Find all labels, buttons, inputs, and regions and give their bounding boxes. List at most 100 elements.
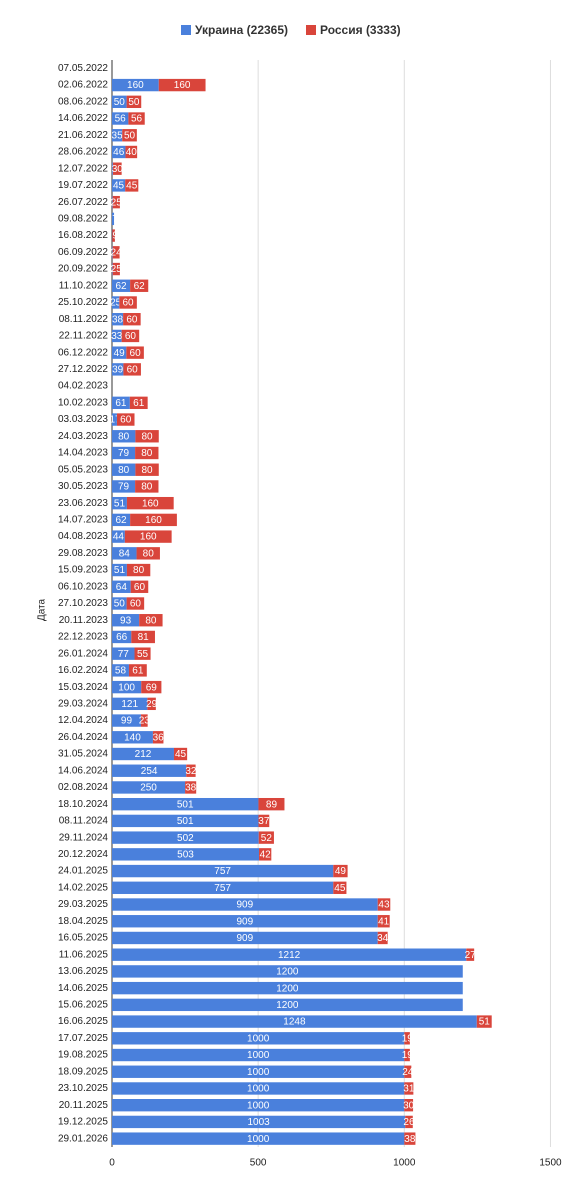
y-tick-label: 27.10.2023: [58, 598, 108, 609]
bar-segment: [377, 898, 391, 911]
bar-segment: [185, 781, 197, 794]
data-label: 44: [113, 532, 125, 543]
data-label: 26: [403, 1117, 415, 1128]
data-label: 45: [175, 749, 187, 760]
bar-segment: [135, 430, 159, 443]
bar-segment: [112, 430, 136, 443]
y-tick-label: 08.06.2022: [58, 96, 108, 107]
bar-segment: [130, 580, 149, 593]
bar-segment: [112, 915, 378, 928]
y-tick-label: 26.01.2024: [58, 648, 108, 659]
bar-segment: [112, 179, 126, 192]
bar-segment: [112, 112, 129, 125]
y-tick-label: 26.07.2022: [58, 197, 108, 208]
bar-segment: [112, 413, 117, 426]
x-tick-label: 500: [250, 1158, 267, 1169]
bar-segment: [112, 965, 463, 978]
bar-segment: [112, 981, 463, 995]
bar-segment: [112, 195, 113, 209]
data-label: 1000: [247, 1067, 270, 1078]
y-tick-label: 14.04.2023: [58, 448, 108, 459]
bar-segment: [112, 129, 123, 142]
bar-segment: [112, 697, 148, 711]
bar-segment: [126, 597, 145, 610]
data-label: 51: [114, 498, 126, 509]
bar-segment: [258, 814, 270, 828]
y-tick-label: 22.11.2022: [59, 331, 109, 342]
legend-label: Россия (3333): [320, 23, 401, 37]
data-label: 36: [153, 732, 165, 743]
bar-segment: [112, 195, 120, 209]
y-tick-label: 20.11.2023: [59, 615, 109, 626]
bar-segment: [112, 764, 187, 777]
bar-segment: [112, 1115, 406, 1129]
bar-segment: [259, 848, 272, 861]
data-label: 7: [112, 214, 118, 225]
data-label: 66: [116, 632, 128, 643]
data-label: 50: [128, 97, 140, 108]
data-label: 1: [112, 231, 118, 242]
data-label: 55: [137, 649, 149, 660]
data-label: 160: [145, 515, 162, 526]
bar-segment: [466, 948, 475, 961]
data-label: 64: [116, 582, 128, 593]
data-label: 38: [185, 783, 197, 794]
data-label: 160: [127, 80, 144, 91]
data-label: 35: [112, 130, 124, 141]
bar-segment: [377, 931, 388, 945]
bar-segment: [476, 1015, 492, 1028]
data-label: 79: [118, 482, 130, 493]
bar-segment: [128, 664, 147, 677]
bar-segment: [135, 480, 159, 493]
bar-segment: [152, 731, 164, 744]
bar-segment: [258, 797, 285, 811]
y-tick-label: 03.03.2023: [58, 414, 108, 425]
data-label: 93: [120, 615, 132, 626]
y-tick-label: 18.10.2024: [58, 799, 108, 810]
data-label: 1212: [278, 950, 301, 961]
y-tick-label: 21.06.2022: [58, 130, 108, 141]
x-tick-label: 1500: [539, 1158, 562, 1169]
y-tick-label: 27.12.2022: [58, 364, 108, 375]
data-label: 51: [479, 1017, 491, 1028]
data-label: 52: [261, 833, 273, 844]
bar-segment: [333, 881, 347, 894]
data-label: 38: [404, 1134, 416, 1145]
y-tick-label: 19.08.2025: [58, 1050, 108, 1061]
data-label: 909: [237, 916, 254, 927]
data-label: 212: [135, 749, 152, 760]
y-tick-label: 05.05.2023: [58, 464, 108, 475]
y-tick-label: 14.07.2023: [58, 515, 108, 526]
y-tick-label: 28.06.2022: [58, 147, 108, 158]
bar-segment: [112, 1065, 405, 1078]
data-label: 80: [143, 548, 155, 559]
y-tick-label: 29.03.2025: [58, 899, 108, 910]
data-label: 77: [118, 649, 130, 660]
bar-segment: [112, 246, 120, 259]
data-label: 24: [111, 247, 123, 258]
y-tick-label: 14.06.2024: [58, 765, 108, 776]
y-axis-label: Дата: [37, 598, 48, 621]
data-label: 62: [134, 281, 146, 292]
bar-segment: [112, 229, 115, 242]
y-tick-label: 04.08.2023: [58, 531, 108, 542]
y-tick-label: 26.04.2024: [58, 732, 108, 743]
y-tick-label: 22.12.2023: [58, 632, 108, 643]
data-label: 51: [114, 565, 126, 576]
data-label: 45: [334, 883, 346, 894]
data-label: 80: [118, 431, 130, 442]
data-label: 140: [124, 732, 141, 743]
bar-segment: [112, 296, 120, 309]
bar-segment: [112, 396, 130, 410]
y-tick-label: 15.06.2025: [58, 999, 108, 1010]
bar-segment: [134, 647, 151, 660]
bar-segment: [125, 179, 139, 192]
data-label: 50: [124, 130, 136, 141]
data-label: 34: [377, 933, 389, 944]
data-label: 757: [214, 883, 231, 894]
bar-segment: [112, 279, 131, 292]
data-label: 60: [130, 348, 142, 359]
bar-segment: [112, 630, 132, 644]
bar-segment: [112, 714, 141, 727]
data-label: 80: [145, 615, 157, 626]
